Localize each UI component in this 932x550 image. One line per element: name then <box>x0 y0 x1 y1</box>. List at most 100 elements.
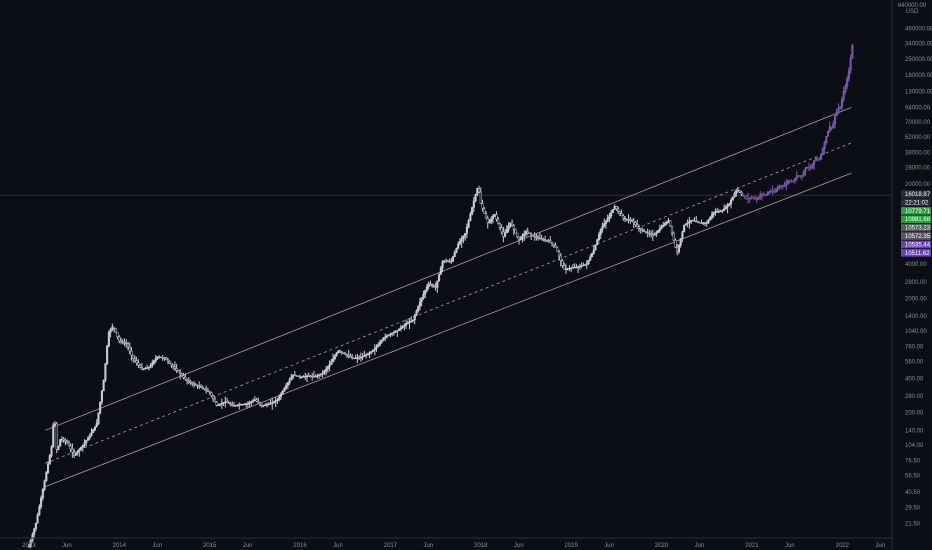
candle-body <box>738 190 741 193</box>
candle-body <box>672 232 675 241</box>
candle-body <box>826 130 830 137</box>
candle-body <box>389 333 392 336</box>
candle-body <box>769 190 772 193</box>
candle-body <box>676 246 679 253</box>
candle-body <box>691 220 694 222</box>
candle-body <box>733 193 736 198</box>
candle-body <box>491 215 495 220</box>
candle-body <box>446 260 449 262</box>
candle-body <box>484 213 488 219</box>
candle-body <box>517 236 521 240</box>
candle-body <box>107 331 110 347</box>
candle-body <box>512 225 515 230</box>
candle-body <box>778 185 781 188</box>
candle-body <box>370 351 373 354</box>
candle-body <box>311 375 314 378</box>
candle-body <box>300 376 303 378</box>
candle-body <box>168 361 171 364</box>
time-axis: 2013 Jun 2014 Jun 2015 Jun 2016 Jun 2017 Jun 2018 J… <box>0 537 892 549</box>
candle-body <box>279 393 282 398</box>
candle-body <box>243 403 246 406</box>
price-tick-label: 140.00 <box>905 428 924 434</box>
candle-body <box>74 452 77 456</box>
candle-body <box>622 215 625 219</box>
candle-body <box>314 376 317 378</box>
candle-body <box>566 268 569 270</box>
candle-body <box>695 220 698 223</box>
candle-body <box>462 235 465 239</box>
time-tick-label: 2016 <box>293 543 307 549</box>
candle-body <box>464 233 467 237</box>
price-tick-label: 760.00 <box>905 344 924 350</box>
candle-body <box>776 187 779 191</box>
candle-body <box>731 196 734 201</box>
candle-body <box>429 283 432 285</box>
candle-body <box>234 405 237 407</box>
candle-body <box>455 247 458 253</box>
candle-body <box>93 426 97 430</box>
candle-body <box>80 447 83 450</box>
candle-body <box>762 193 765 196</box>
candle-body <box>665 221 668 224</box>
price-tag <box>901 232 931 240</box>
candle-body <box>683 224 686 232</box>
candle-body <box>618 210 621 214</box>
candle-body <box>113 326 116 329</box>
candle-body <box>104 363 107 381</box>
price-axis-top-label: 640000.00 <box>898 3 927 9</box>
candle-body <box>620 213 623 217</box>
candle-body <box>180 373 183 376</box>
candle-body <box>53 423 57 426</box>
candle-body <box>69 445 72 450</box>
candle-body <box>783 185 786 187</box>
candle-body <box>537 237 540 239</box>
candle-body <box>321 372 324 375</box>
candle-body <box>771 190 774 193</box>
candle-body <box>114 328 117 333</box>
candle-body <box>192 383 196 386</box>
candle-body <box>302 376 305 378</box>
candle-body <box>825 136 828 143</box>
candle-body <box>246 403 249 405</box>
candle-body <box>338 350 342 352</box>
candle-body <box>667 220 670 223</box>
candle-body <box>102 379 105 392</box>
candle-body <box>391 332 394 335</box>
candle-body <box>571 267 574 269</box>
candle-body <box>663 223 667 226</box>
candle-body <box>773 191 776 193</box>
candle-body <box>702 222 705 224</box>
candle-body <box>634 222 637 225</box>
candle-body <box>568 268 571 270</box>
candle-body <box>60 438 63 441</box>
candle-body <box>146 367 149 369</box>
candle-body <box>820 154 823 160</box>
candle-body <box>707 219 710 224</box>
candle-body <box>335 352 338 357</box>
candle-body <box>545 239 548 242</box>
price-axis-unit: USD <box>906 9 919 15</box>
price-tag-label: 16018.87 <box>905 192 931 198</box>
candle-body <box>467 220 470 228</box>
time-tick-label: Jun <box>695 543 705 549</box>
candle-body <box>451 256 455 262</box>
candle-body <box>728 203 731 206</box>
candle-body <box>575 266 578 269</box>
candle-body <box>504 232 507 237</box>
time-tick-label: 2015 <box>203 543 217 549</box>
candle-body <box>59 439 62 447</box>
candle-body <box>259 402 262 405</box>
candle-body <box>603 223 606 227</box>
time-tick-label: Jun <box>785 543 795 549</box>
candle-body <box>245 403 248 405</box>
candle-body <box>410 320 413 322</box>
candle-body <box>172 364 175 368</box>
candle-body <box>448 260 451 263</box>
candle-body <box>497 218 500 224</box>
candle-body <box>509 222 512 227</box>
candle-body <box>201 387 204 389</box>
candle-body <box>842 91 845 100</box>
candle-body <box>126 343 130 348</box>
candle-body <box>524 231 528 234</box>
